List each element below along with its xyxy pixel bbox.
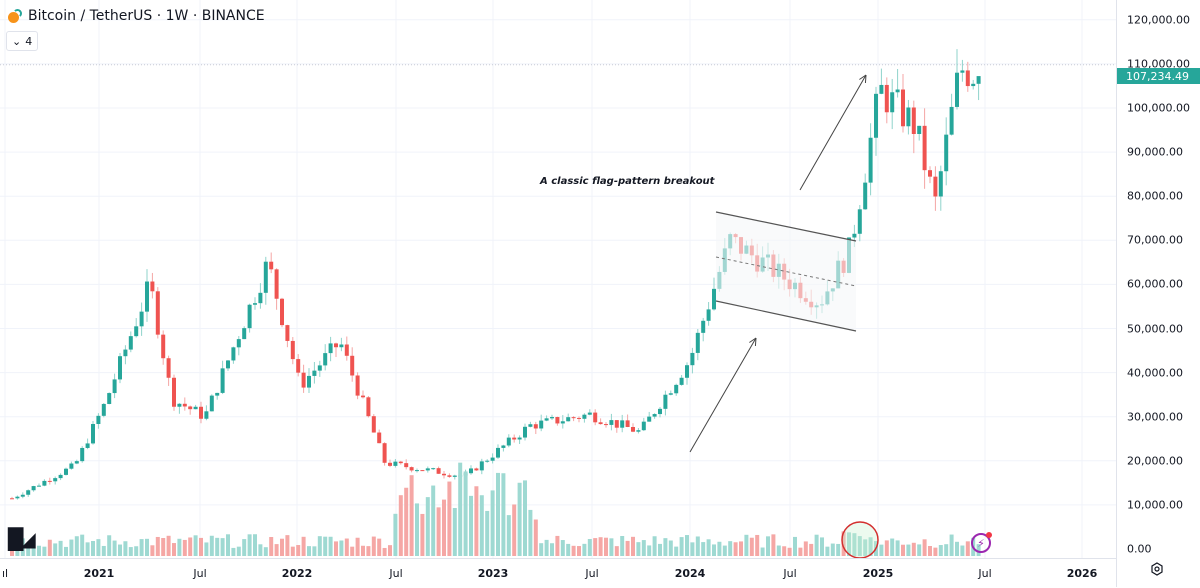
price-tick: 70,000.00	[1127, 233, 1183, 247]
price-tick: 20,000.00	[1127, 454, 1183, 468]
time-tick: ıl	[1, 567, 9, 580]
settings-icon[interactable]	[1150, 562, 1164, 576]
time-tick: 2022	[281, 567, 313, 580]
price-chart[interactable]	[0, 0, 1116, 558]
price-tick: 80,000.00	[1127, 189, 1183, 203]
lightning-icon[interactable]: ⚡	[971, 532, 992, 553]
price-tick: 60,000.00	[1127, 277, 1183, 291]
time-tick: 2026	[1066, 567, 1098, 580]
time-tick: Jul	[783, 567, 797, 580]
price-tick: 110,000.00	[1127, 57, 1190, 71]
last-price-label: 107,234.49	[1117, 68, 1200, 85]
price-tick: 120,000.00	[1127, 13, 1190, 27]
symbol-header[interactable]: Bitcoin / TetherUS · 1W · BINANCE	[8, 8, 265, 24]
time-tick: 2021	[83, 567, 115, 580]
price-tick: 90,000.00	[1127, 145, 1183, 159]
tradingview-logo[interactable]: █◢	[8, 527, 36, 551]
time-tick: Jul	[193, 567, 207, 580]
price-tick: 30,000.00	[1127, 410, 1183, 424]
price-tick: 10,000.00	[1127, 498, 1183, 512]
bitcoin-icon	[8, 9, 22, 23]
time-tick: Jul	[389, 567, 403, 580]
time-tick: Jul	[585, 567, 599, 580]
time-tick: 2023	[477, 567, 509, 580]
price-tick: 40,000.00	[1127, 366, 1183, 380]
time-tick: 2024	[674, 567, 706, 580]
price-tick: 0.00	[1127, 542, 1152, 556]
time-axis[interactable]: ıl 2021 Jul 2022 Jul 2023 Jul 2024 Jul 2025 Jul 202…	[0, 558, 1116, 588]
time-tick: 2025	[862, 567, 894, 580]
chevron-down-icon: ⌄	[12, 34, 22, 48]
annotation-text: A classic flag-pattern breakout	[540, 176, 715, 187]
notification-dot	[986, 532, 992, 538]
price-tick: 50,000.00	[1127, 322, 1183, 335]
price-tick: 100,000.00	[1127, 101, 1190, 115]
price-axis[interactable]: 120,000.00 110,000.00 100,000.00 90,000.00 8…	[1116, 0, 1200, 587]
indicators-count: 4	[25, 34, 33, 48]
symbol-title: Bitcoin / TetherUS · 1W · BINANCE	[28, 8, 265, 24]
indicators-toggle-button[interactable]: ⌄ 4	[6, 31, 39, 51]
time-tick: Jul	[978, 567, 992, 580]
